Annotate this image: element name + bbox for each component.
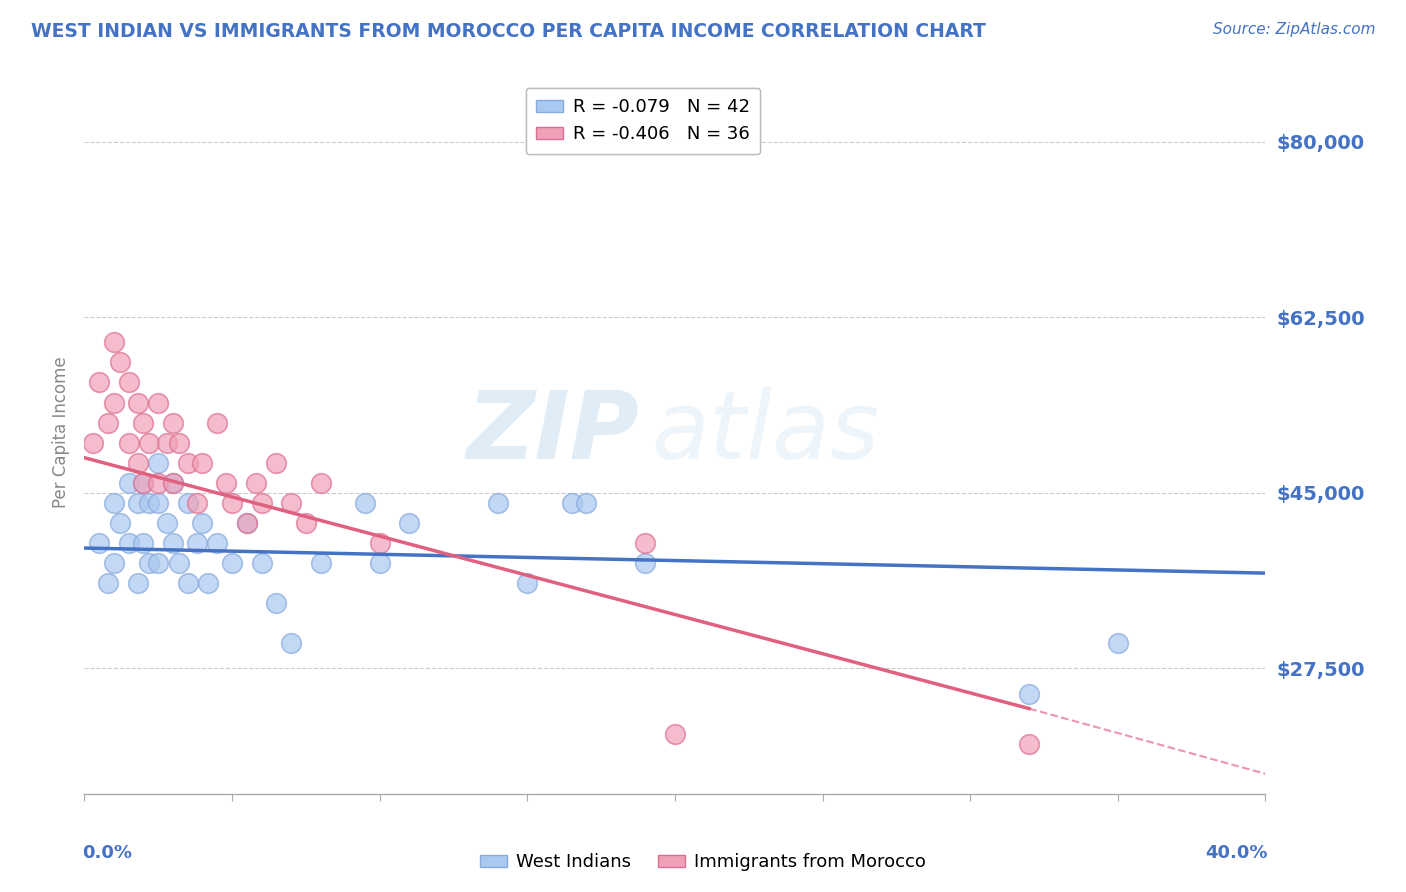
Point	[1107, 636, 1129, 650]
Point	[236, 516, 259, 530]
Point	[87, 376, 111, 390]
Point	[162, 475, 184, 490]
Point	[97, 576, 120, 591]
Point	[516, 576, 538, 591]
Point	[575, 496, 598, 510]
Y-axis label: Per Capita Income: Per Capita Income	[52, 357, 70, 508]
Point	[108, 516, 131, 530]
Legend: West Indians, Immigrants from Morocco: West Indians, Immigrants from Morocco	[472, 847, 934, 879]
Point	[191, 516, 214, 530]
Point	[177, 576, 200, 591]
Point	[138, 556, 160, 570]
Point	[186, 496, 208, 510]
Point	[191, 456, 214, 470]
Point	[118, 376, 141, 390]
Point	[197, 576, 219, 591]
Point	[162, 536, 184, 550]
Text: 0.0%: 0.0%	[82, 845, 132, 863]
Point	[103, 496, 125, 510]
Text: atlas: atlas	[651, 387, 880, 478]
Point	[162, 475, 184, 490]
Point	[103, 556, 125, 570]
Point	[398, 516, 420, 530]
Point	[368, 536, 391, 550]
Point	[1018, 687, 1040, 701]
Point	[266, 456, 288, 470]
Point	[132, 475, 155, 490]
Point	[486, 496, 509, 510]
Point	[167, 435, 190, 450]
Point	[280, 636, 302, 650]
Point	[103, 335, 125, 350]
Text: 40.0%: 40.0%	[1205, 845, 1268, 863]
Point	[177, 496, 200, 510]
Point	[132, 475, 155, 490]
Point	[118, 536, 141, 550]
Point	[309, 475, 332, 490]
Point	[148, 496, 170, 510]
Text: WEST INDIAN VS IMMIGRANTS FROM MOROCCO PER CAPITA INCOME CORRELATION CHART: WEST INDIAN VS IMMIGRANTS FROM MOROCCO P…	[31, 22, 986, 41]
Point	[138, 435, 160, 450]
Point	[634, 556, 657, 570]
Point	[368, 556, 391, 570]
Point	[118, 435, 141, 450]
Point	[103, 395, 125, 409]
Point	[132, 536, 155, 550]
Point	[167, 556, 190, 570]
Point	[148, 556, 170, 570]
Point	[156, 435, 179, 450]
Point	[177, 456, 200, 470]
Point	[207, 416, 229, 430]
Point	[97, 416, 120, 430]
Point	[245, 475, 267, 490]
Point	[1018, 737, 1040, 751]
Point	[87, 536, 111, 550]
Point	[148, 475, 170, 490]
Point	[280, 496, 302, 510]
Point	[108, 355, 131, 369]
Point	[127, 395, 149, 409]
Legend: R = -0.079   N = 42, R = -0.406   N = 36: R = -0.079 N = 42, R = -0.406 N = 36	[526, 87, 761, 154]
Point	[266, 596, 288, 610]
Point	[162, 416, 184, 430]
Point	[138, 496, 160, 510]
Point	[148, 395, 170, 409]
Point	[118, 475, 141, 490]
Point	[309, 556, 332, 570]
Point	[207, 536, 229, 550]
Text: ZIP: ZIP	[467, 386, 640, 479]
Point	[127, 576, 149, 591]
Point	[250, 496, 273, 510]
Point	[127, 496, 149, 510]
Point	[295, 516, 318, 530]
Point	[215, 475, 238, 490]
Point	[561, 496, 583, 510]
Point	[250, 556, 273, 570]
Point	[148, 456, 170, 470]
Point	[236, 516, 259, 530]
Point	[221, 496, 243, 510]
Point	[664, 726, 686, 740]
Point	[127, 456, 149, 470]
Point	[156, 516, 179, 530]
Point	[132, 416, 155, 430]
Text: Source: ZipAtlas.com: Source: ZipAtlas.com	[1212, 22, 1375, 37]
Point	[634, 536, 657, 550]
Point	[186, 536, 208, 550]
Point	[82, 435, 104, 450]
Point	[221, 556, 243, 570]
Point	[354, 496, 377, 510]
